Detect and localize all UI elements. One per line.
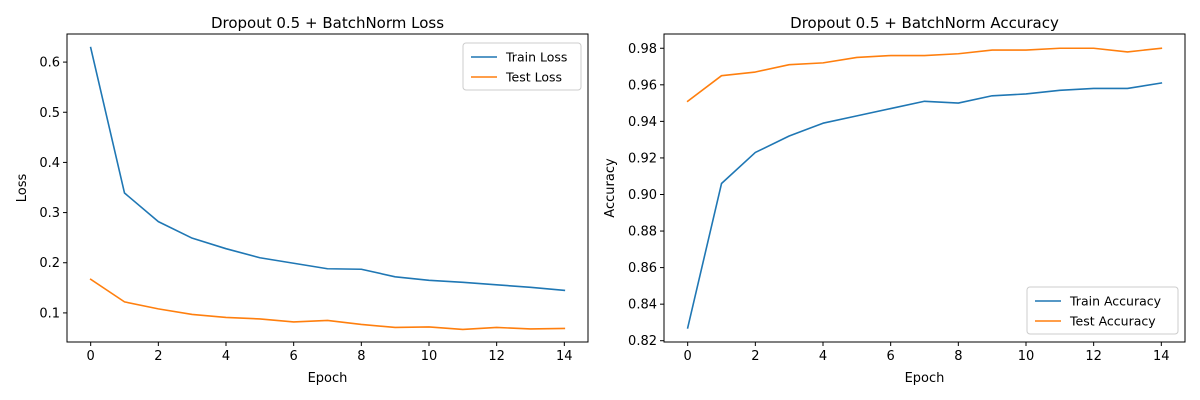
loss-y-tick-label: 0.5 [39, 106, 60, 121]
accuracy-chart: 0 2 4 6 8 10 12 14 0.82 0.84 0.86 0.88 0.90 0.92 0.94 0… [603, 14, 1186, 386]
loss-series-test-line [89, 278, 566, 331]
loss-legend-box [462, 42, 582, 91]
accuracy-y-tick-label: 0.86 [628, 261, 657, 276]
loss-chart-title: Dropout 0.5 + BatchNorm Loss [211, 14, 444, 32]
accuracy-y-tick-label: 0.94 [628, 115, 657, 130]
loss-x-tick-label: 8 [357, 349, 365, 364]
loss-x-axis-label: Epoch [308, 371, 348, 386]
accuracy-chart-title: Dropout 0.5 + BatchNorm Accuracy [790, 14, 1059, 32]
accuracy-y-tick-label: 0.90 [628, 188, 657, 203]
accuracy-x-tick-label: 10 [1018, 349, 1035, 364]
loss-series-train-line [89, 46, 566, 292]
accuracy-y-tick-label: 0.82 [628, 334, 657, 349]
accuracy-legend: Train Accuracy Test Accuracy [1026, 286, 1179, 335]
accuracy-x-tick-label: 8 [954, 349, 962, 364]
loss-y-tick-label: 0.4 [39, 156, 60, 171]
loss-x-tick-label: 12 [488, 349, 505, 364]
loss-y-axis-label: Loss [15, 174, 30, 203]
accuracy-series-train-line [686, 82, 1163, 329]
accuracy-legend-label-test: Test Accuracy [1069, 314, 1156, 329]
loss-legend-label-test: Test Loss [505, 70, 562, 85]
loss-y-tick-label: 0.1 [39, 306, 60, 321]
accuracy-series-test-line [686, 47, 1163, 103]
loss-y-tick-label: 0.6 [39, 56, 60, 71]
accuracy-x-tick-label: 2 [751, 349, 759, 364]
loss-x-tick-label: 10 [421, 349, 438, 364]
accuracy-y-axis-label: Accuracy [603, 158, 618, 218]
loss-y-tick-label: 0.3 [39, 206, 60, 221]
accuracy-y-tick-label: 0.98 [628, 42, 657, 57]
accuracy-x-tick-label: 14 [1153, 349, 1170, 364]
loss-x-tick-label: 0 [87, 349, 95, 364]
accuracy-x-tick-label: 4 [819, 349, 827, 364]
loss-y-tick-label: 0.2 [39, 256, 60, 271]
loss-legend-label-train: Train Loss [505, 50, 567, 65]
loss-legend: Train Loss Test Loss [462, 42, 582, 91]
loss-x-tick-label: 6 [290, 349, 298, 364]
loss-x-tick-label: 2 [154, 349, 162, 364]
loss-chart: 0 2 4 6 8 10 12 14 0.1 0.2 0.3 0.4 0.5 0.6 Dropout 0.5… [15, 14, 589, 386]
accuracy-legend-box [1026, 286, 1179, 335]
accuracy-x-tick-label: 0 [684, 349, 692, 364]
accuracy-legend-label-train: Train Accuracy [1069, 294, 1162, 309]
accuracy-y-tick-label: 0.96 [628, 78, 657, 93]
accuracy-y-tick-label: 0.88 [628, 225, 657, 240]
accuracy-x-tick-label: 6 [887, 349, 895, 364]
accuracy-y-tick-label: 0.92 [628, 151, 657, 166]
accuracy-x-tick-label: 12 [1085, 349, 1102, 364]
loss-x-tick-label: 4 [222, 349, 230, 364]
loss-x-tick-label: 14 [556, 349, 573, 364]
accuracy-plot-frame [663, 33, 1186, 343]
loss-plot-frame [66, 33, 589, 343]
accuracy-y-tick-label: 0.84 [628, 298, 657, 313]
accuracy-x-axis-label: Epoch [905, 371, 945, 386]
